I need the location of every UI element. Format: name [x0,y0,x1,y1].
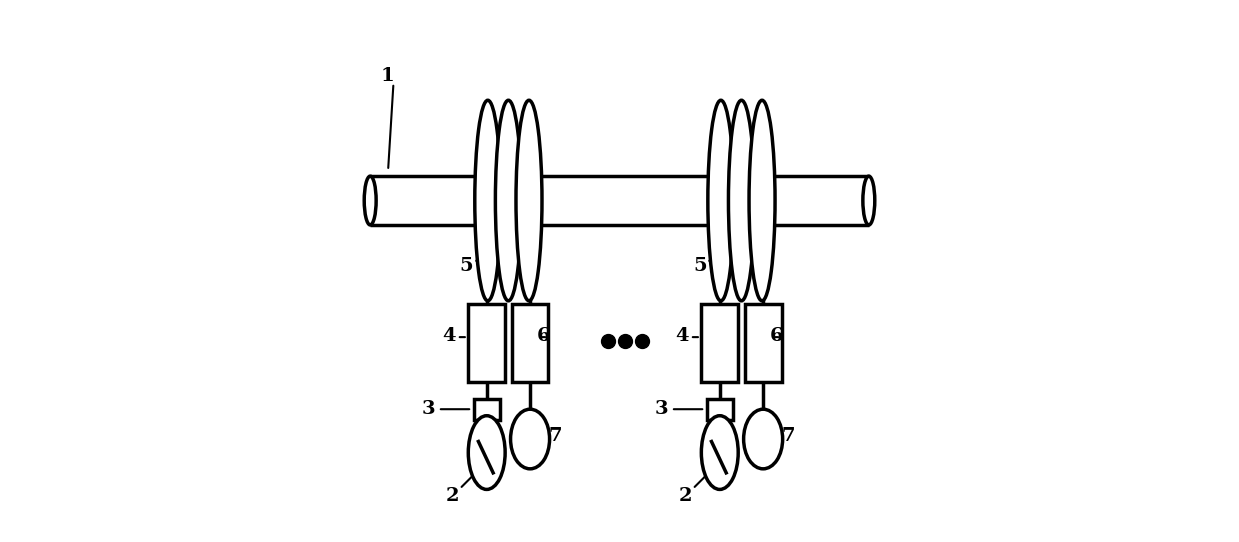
Text: 6: 6 [536,327,550,345]
Ellipse shape [862,176,875,225]
Bar [473,399,499,420]
Text: 7: 7 [549,427,563,446]
Ellipse shape [496,100,522,301]
Text: 1: 1 [380,67,394,85]
Bar [512,304,549,382]
Ellipse shape [364,176,377,225]
Text: 5: 5 [460,256,473,275]
Text: 6: 6 [769,327,783,345]
Ellipse shape [515,100,541,301]
Text: 3: 3 [655,400,669,418]
Bar [745,304,782,382]
Text: 7: 7 [782,427,795,446]
Text: 5: 5 [693,256,706,275]
Ellipse shape [701,416,738,489]
Ellipse shape [729,100,755,301]
Text: 4: 4 [675,327,689,345]
Text: 3: 3 [422,400,436,418]
Ellipse shape [468,416,506,489]
Ellipse shape [510,409,550,469]
Text: 2: 2 [446,487,460,505]
Ellipse shape [750,100,776,301]
Bar [468,304,506,382]
Text: 2: 2 [679,487,693,505]
Bar [701,304,738,382]
Ellipse shape [475,100,501,301]
Ellipse shape [743,409,783,469]
Ellipse shape [707,100,733,301]
Text: 4: 4 [442,327,456,345]
Bar [706,399,732,420]
